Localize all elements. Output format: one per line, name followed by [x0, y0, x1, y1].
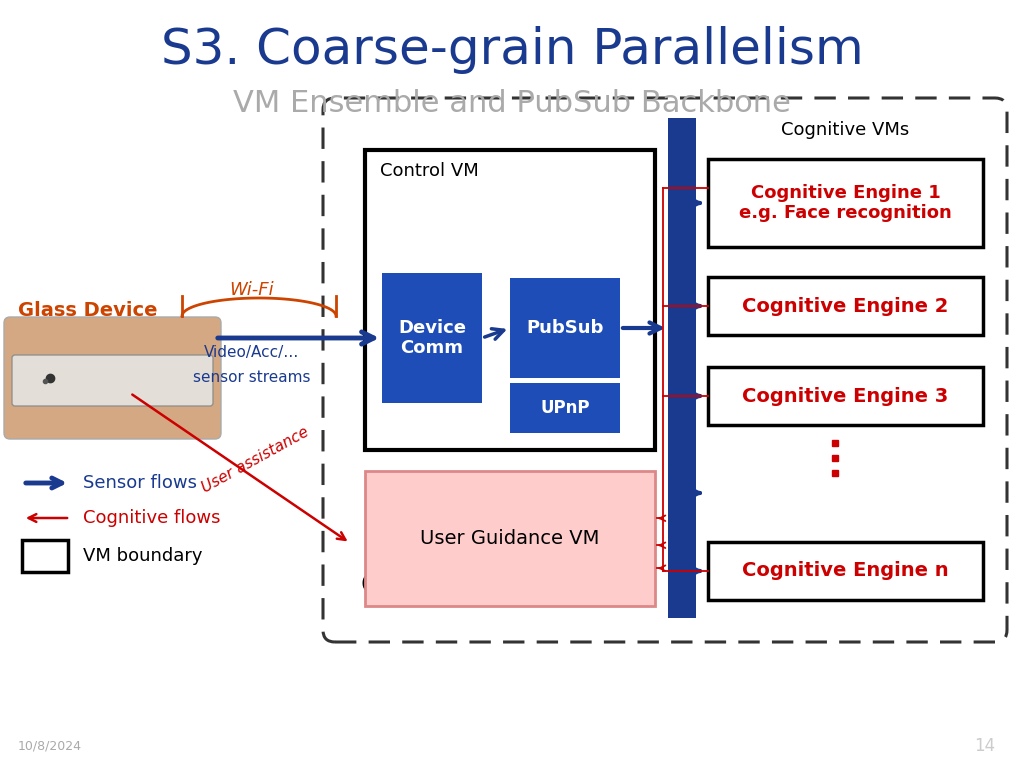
Bar	[382, 273, 482, 403]
Text: Video/Acc/…: Video/Acc/…	[205, 346, 300, 360]
Text: S3. Coarse-grain Parallelism: S3. Coarse-grain Parallelism	[161, 26, 863, 74]
Text: 10/8/2024: 10/8/2024	[18, 740, 82, 753]
Text: 14: 14	[974, 737, 995, 755]
Bar	[365, 471, 655, 606]
Text: VM Ensemble and PubSub Backbone: VM Ensemble and PubSub Backbone	[233, 88, 791, 118]
Text: Cognitive Engine 3: Cognitive Engine 3	[742, 386, 948, 406]
Bar	[510, 383, 620, 433]
Bar	[510, 278, 620, 378]
Text: Cognitive VMs: Cognitive VMs	[781, 121, 909, 139]
Text: Sensor flows: Sensor flows	[83, 474, 197, 492]
Text: Control VM: Control VM	[380, 162, 479, 180]
FancyBboxPatch shape	[4, 317, 221, 439]
Text: Cloudlet: Cloudlet	[360, 571, 503, 600]
Text: sensor streams: sensor streams	[194, 370, 310, 386]
Bar	[365, 150, 655, 450]
Text: PubSub: PubSub	[526, 319, 604, 337]
Text: VM boundary: VM boundary	[83, 547, 203, 565]
Bar	[708, 367, 983, 425]
Text: Glass Device: Glass Device	[18, 300, 158, 319]
Text: Device
Comm: Device Comm	[398, 319, 466, 357]
Bar	[668, 118, 696, 618]
Text: Cognitive flows: Cognitive flows	[83, 509, 220, 527]
Bar	[708, 277, 983, 335]
Text: Cognitive Engine 1
e.g. Face recognition: Cognitive Engine 1 e.g. Face recognition	[739, 184, 952, 223]
Bar	[708, 542, 983, 600]
Text: User Guidance VM: User Guidance VM	[420, 529, 600, 548]
Bar	[708, 159, 983, 247]
Text: UPnP: UPnP	[541, 399, 590, 417]
Text: Wi-Fi: Wi-Fi	[229, 281, 274, 299]
Text: Cognitive Engine 2: Cognitive Engine 2	[742, 296, 948, 316]
Text: User assistance: User assistance	[199, 425, 311, 495]
FancyBboxPatch shape	[12, 355, 213, 406]
Bar	[22, 540, 68, 572]
Text: Cognitive Engine n: Cognitive Engine n	[742, 561, 949, 581]
